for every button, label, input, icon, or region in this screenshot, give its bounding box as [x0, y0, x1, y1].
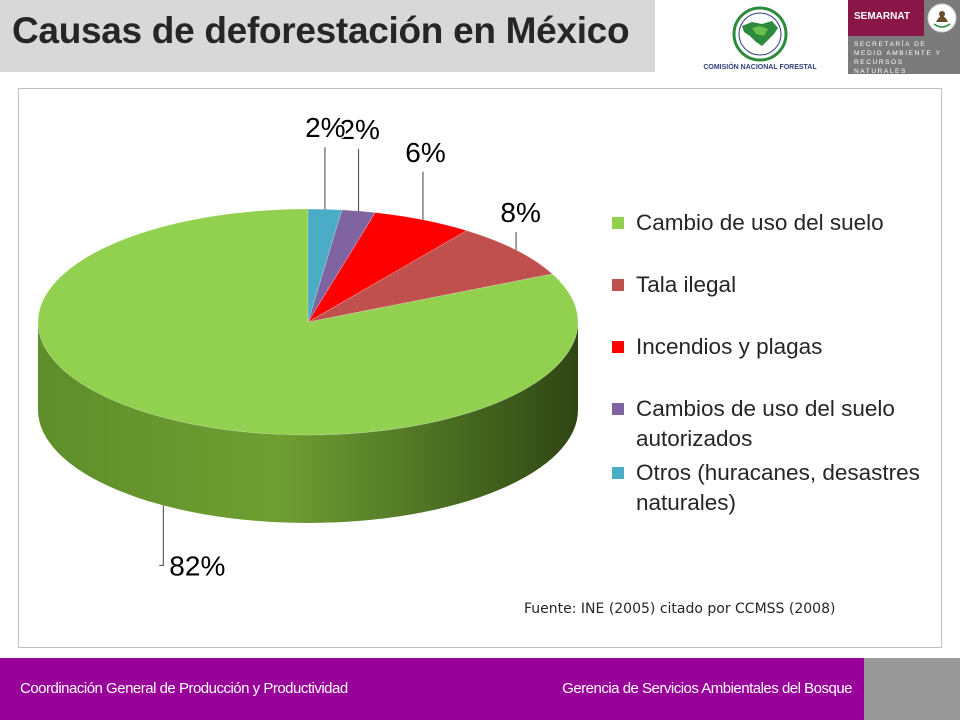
- legend-swatch: [612, 403, 624, 415]
- pie-data-label: 2%: [339, 114, 379, 145]
- semarnat-logo: SEMARNAT SECRETARÍA DE MEDIO AMBIENTE Y …: [848, 0, 960, 75]
- title-bar: Causas de deforestación en México: [0, 0, 655, 72]
- pie-chart: 82% 8% 6% 2%2%: [37, 111, 579, 583]
- footer-corner: [864, 658, 960, 720]
- legend-swatch: [612, 217, 624, 229]
- semarnat-name: SEMARNAT: [854, 11, 910, 22]
- legend-label: Otros (huracanes, desastres naturales): [636, 460, 920, 515]
- pie-data-label: 6%: [405, 137, 445, 168]
- pie-slice-side: [38, 322, 578, 523]
- pie-slice: [37, 208, 579, 436]
- chart-source: Fuente: INE (2005) citado por CCMSS (200…: [524, 601, 836, 617]
- legend-label: Cambio de uso del suelo: [636, 210, 884, 235]
- pie-data-label: 82%: [169, 550, 225, 581]
- legend-swatch: [612, 279, 624, 291]
- footer-left-text: Coordinación General de Producción y Pro…: [20, 680, 348, 697]
- pie-leader-line: [159, 505, 164, 566]
- semarnat-badge: SEMARNAT: [848, 0, 924, 36]
- semarnat-subtitle: SECRETARÍA DE MEDIO AMBIENTE Y RECURSOS …: [854, 41, 942, 75]
- pie-data-label: 2%: [305, 112, 345, 143]
- legend-swatch: [612, 467, 624, 479]
- conafor-logo: COMISIÓN NACIONAL FORESTAL: [690, 4, 830, 74]
- page-title: Causas de deforestación en México: [12, 10, 630, 51]
- conafor-emblem-icon: [732, 6, 788, 62]
- mexico-seal-icon: [927, 3, 957, 33]
- pie-data-label: 8%: [500, 197, 540, 228]
- legend-swatch: [612, 341, 624, 353]
- footer: Coordinación General de Producción y Pro…: [0, 658, 864, 720]
- legend-label: Incendios y plagas: [636, 334, 823, 359]
- legend-label: Cambios de uso del suelo autorizados: [636, 396, 895, 451]
- footer-right-text: Gerencia de Servicios Ambientales del Bo…: [562, 680, 852, 697]
- legend-label: Tala ilegal: [636, 272, 737, 297]
- conafor-name: COMISIÓN NACIONAL FORESTAL: [703, 64, 817, 71]
